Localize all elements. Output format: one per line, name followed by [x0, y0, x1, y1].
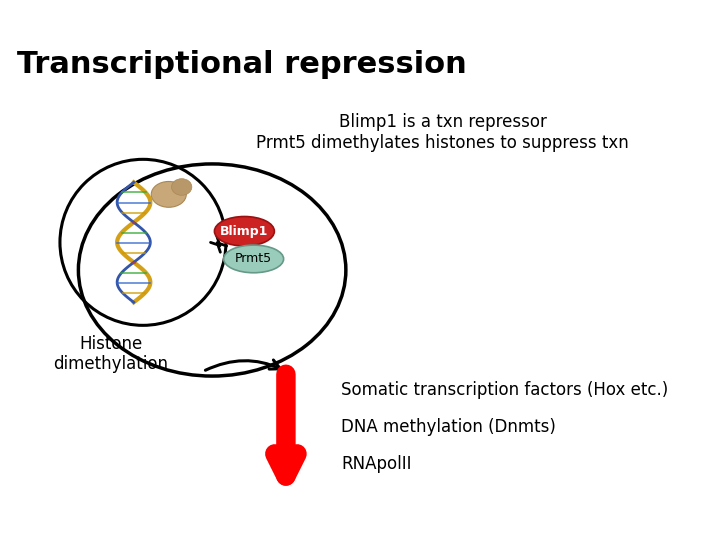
Text: Blimp1: Blimp1 — [220, 225, 269, 238]
Text: Histone
dimethylation: Histone dimethylation — [53, 335, 168, 373]
Text: Blimp1 is a txn repressor: Blimp1 is a txn repressor — [339, 113, 546, 131]
Ellipse shape — [224, 245, 284, 273]
Text: Prmt5 dimethylates histones to suppress txn: Prmt5 dimethylates histones to suppress … — [256, 133, 629, 152]
Ellipse shape — [171, 179, 192, 195]
Text: Transcriptional repression: Transcriptional repression — [17, 51, 467, 79]
Ellipse shape — [215, 217, 274, 246]
Text: Prmt5: Prmt5 — [235, 252, 272, 266]
Text: Somatic transcription factors (Hox etc.): Somatic transcription factors (Hox etc.) — [341, 381, 668, 399]
Text: RNApolII: RNApolII — [341, 455, 412, 472]
Ellipse shape — [151, 181, 186, 207]
Text: DNA methylation (Dnmts): DNA methylation (Dnmts) — [341, 418, 556, 436]
